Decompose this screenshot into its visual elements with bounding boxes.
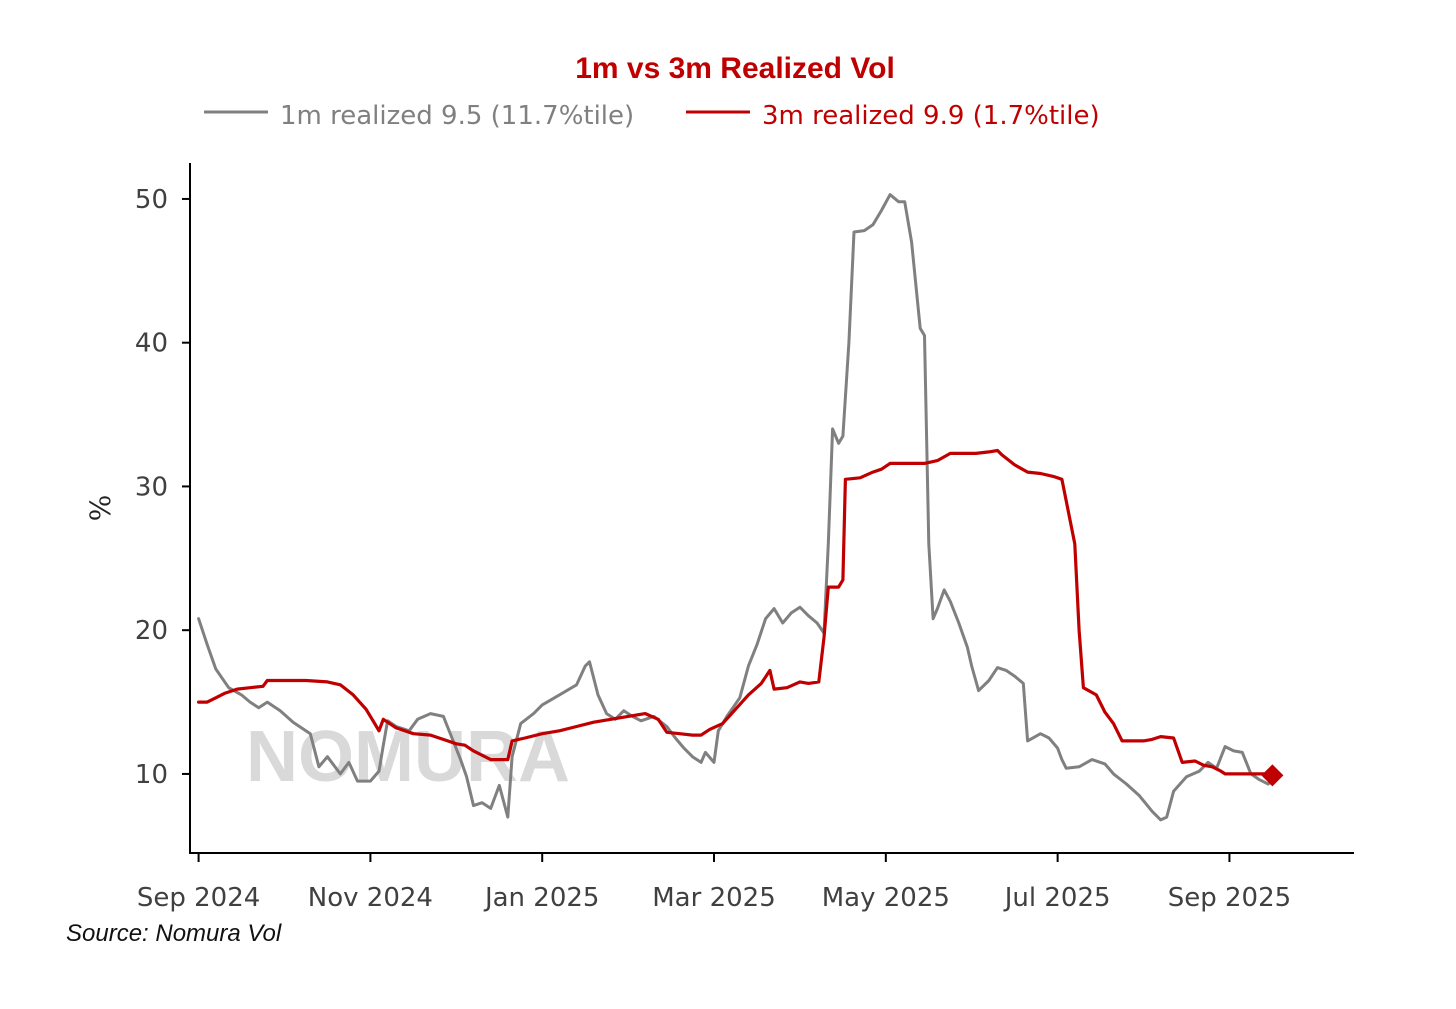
- y-tick-label: 50: [135, 185, 168, 215]
- y-tick-label: 20: [135, 616, 168, 646]
- x-tick-label: Sep 2025: [1168, 883, 1291, 913]
- x-tick-label: Jan 2025: [483, 883, 600, 913]
- legend-label-3m: 3m realized 9.9 (1.7%tile): [762, 101, 1100, 131]
- x-tick-label: Mar 2025: [652, 883, 776, 913]
- y-axis-label: %: [84, 495, 117, 522]
- x-ticks: Sep 2024 Nov 2024 Jan 2025 Mar 2025 May 2025…: [137, 853, 1291, 913]
- y-tick-label: 10: [135, 760, 168, 790]
- series-line-3m: [197, 448, 1274, 777]
- source-note: Source: Nomura Vol: [66, 920, 282, 947]
- x-tick-label: Jul 2025: [1003, 883, 1111, 913]
- legend-label-1m: 1m realized 9.5 (11.7%tile): [280, 101, 634, 131]
- x-tick-label: Nov 2024: [308, 883, 433, 913]
- legend: 1m realized 9.5 (11.7%tile) 3m realized …: [204, 101, 1100, 131]
- y-tick-label: 30: [135, 472, 168, 502]
- x-tick-label: May 2025: [822, 883, 950, 913]
- x-tick-label: Sep 2024: [137, 883, 260, 913]
- series-layer: [197, 193, 1284, 822]
- y-ticks: 10 20 30 40 50: [135, 185, 190, 790]
- chart-title: 1m vs 3m Realized Vol: [575, 52, 895, 85]
- end-marker-3m: [1261, 764, 1284, 787]
- y-tick-label: 40: [135, 329, 168, 359]
